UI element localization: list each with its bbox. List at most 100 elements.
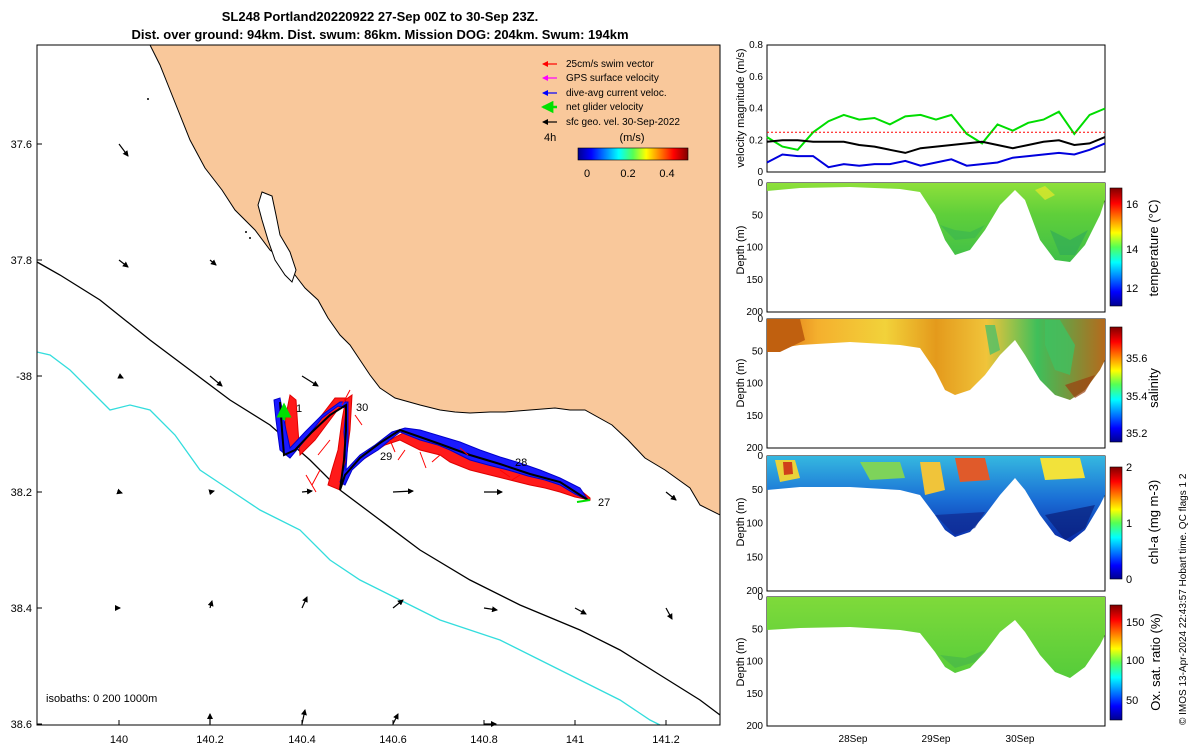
temp-cbar-tick: 16	[1126, 199, 1138, 211]
ox-cbar-tick: 50	[1126, 695, 1138, 707]
legend-dive-avg: dive-avg current veloc.	[566, 88, 667, 99]
velocity-series	[766, 107, 1106, 169]
oxygen-panel: Depth (m) 50 100 150 Ox. sat. ratio (%)	[735, 596, 1163, 727]
velocity-series-line	[766, 136, 1106, 154]
time-axis: 28Sep 29Sep 30Sep	[839, 734, 1035, 745]
colorbar-tick-0: 0	[584, 168, 590, 180]
chla-section	[767, 456, 1105, 542]
depth-tick: 150	[746, 411, 763, 422]
map-land	[149, 44, 721, 516]
velocity-ylabel: velocity magnitude (m/s)	[735, 48, 747, 167]
map-ytick: 37.6	[11, 139, 32, 151]
depth-tick: 150	[746, 552, 763, 563]
map-panel: 1 30 29 28 27 25cm/s swim vector GPS sur…	[11, 44, 721, 746]
sal-cbar-tick: 35.6	[1126, 353, 1147, 365]
depth-tick: 100	[746, 379, 763, 390]
colorbar-units: (m/s)	[619, 132, 644, 144]
velocity-series-line	[766, 142, 1106, 169]
title-line-1: SL248 Portland20220922 27-Sep 00Z to 30-…	[222, 9, 538, 24]
depth-tick: 0	[757, 314, 763, 325]
chla-ylabel: Depth (m)	[735, 498, 747, 547]
map-ytick: -38	[16, 371, 32, 383]
time-tick-29sep: 29Sep	[922, 734, 951, 745]
track-label-30: 30	[356, 402, 368, 414]
depth-tick: 150	[746, 689, 763, 700]
temp-cbar-tick: 14	[1126, 244, 1138, 256]
map-axes	[37, 143, 667, 725]
velocity-ytick: 0.6	[749, 72, 763, 83]
velocity-yticks: 0 0.2 0.4 0.6 0.8	[749, 40, 763, 178]
depth-tick: 50	[752, 485, 764, 496]
depth-tick: 200	[746, 721, 763, 732]
isobaths-label: isobaths: 0 200 1000m	[46, 693, 157, 705]
temperature-cbar-label: temperature (°C)	[1146, 200, 1161, 297]
salinity-colorbar	[1109, 326, 1123, 443]
salinity-cbar-label: salinity	[1146, 368, 1161, 408]
time-tick-28sep: 28Sep	[839, 734, 868, 745]
ox-cbar-tick: 100	[1126, 655, 1144, 667]
legend-net-velocity: net glider velocity	[566, 102, 643, 113]
salinity-panel: Depth (m) 35.2 35.4 35.6 salinity	[735, 318, 1161, 449]
map-xtick: 141.2	[652, 734, 680, 746]
sal-cbar-tick: 35.4	[1126, 391, 1147, 403]
track-label-27: 27	[598, 497, 610, 509]
depth-tick: 200	[746, 443, 763, 454]
ox-cbar-tick: 150	[1126, 617, 1144, 629]
chla-cbar-tick: 1	[1126, 518, 1132, 530]
depth-tick: 50	[752, 346, 764, 357]
map-frame	[36, 44, 721, 726]
legend-gps-velocity: GPS surface velocity	[566, 73, 659, 84]
temperature-panel: Depth (m) 12 14 16 temperature (°C)	[735, 182, 1161, 313]
velocity-ytick: 0	[757, 167, 763, 178]
map-ytick: 38.2	[11, 487, 32, 499]
depth-tick: 50	[752, 624, 764, 635]
salinity-section	[767, 319, 1105, 400]
title-line-2: Dist. over ground: 94km. Dist. swum: 86k…	[131, 27, 628, 42]
map-xtick: 141	[566, 734, 584, 746]
oxygen-ylabel: Depth (m)	[735, 638, 747, 687]
velocity-ytick: 0.4	[749, 104, 763, 115]
depth-tick: 200	[746, 586, 763, 597]
map-xtick: 140.6	[379, 734, 407, 746]
depth-tick: 0	[757, 592, 763, 603]
speed-colorbar	[577, 147, 689, 161]
track-label-1: 1	[296, 403, 302, 415]
depth-tick: 150	[746, 275, 763, 286]
depth-tick: 100	[746, 243, 763, 254]
lake	[257, 191, 297, 283]
chla-panel: Depth (m) 0 1 2 chl-a (mg m-3)	[735, 455, 1161, 592]
map-xtick: 140	[110, 734, 128, 746]
oxygen-cbar-label: Ox. sat. ratio (%)	[1148, 613, 1163, 711]
map-xtick: 140.4	[288, 734, 316, 746]
time-tick-30sep: 30Sep	[1006, 734, 1035, 745]
legend-swim-vector: 25cm/s swim vector	[566, 59, 654, 70]
isobath-200	[36, 261, 721, 716]
sal-cbar-tick: 35.2	[1126, 428, 1147, 440]
glider-track-line	[279, 401, 589, 501]
legend-time-label: 4h	[544, 132, 556, 144]
salinity-ylabel: Depth (m)	[735, 359, 747, 408]
depth-tick: 0	[757, 178, 763, 189]
chla-colorbar	[1109, 466, 1123, 580]
temperature-ylabel: Depth (m)	[735, 226, 747, 275]
imos-note: © IMOS 13-Apr-2024 22:43:57 Hobart time.…	[1178, 473, 1189, 725]
velocity-series-line	[766, 107, 1106, 151]
oxygen-colorbar	[1109, 604, 1123, 721]
glider-track: 1 30 29 28 27	[273, 389, 610, 509]
depth-ticks: 0501001502000501001502000501001502000501…	[746, 178, 763, 732]
map-legend: 25cm/s swim vector GPS surface velocity …	[540, 59, 689, 180]
velocity-panel: 0 0.2 0.4 0.6 0.8 velocity magnitude (m/s)	[735, 40, 1106, 178]
depth-tick: 100	[746, 657, 763, 668]
temperature-colorbar	[1109, 187, 1123, 307]
depth-tick: 200	[746, 307, 763, 318]
oxygen-section	[767, 597, 1105, 678]
colorbar-tick-02: 0.2	[620, 168, 635, 180]
velocity-frame	[766, 44, 1106, 173]
chla-cbar-label: chl-a (mg m-3)	[1146, 480, 1161, 565]
depth-tick: 0	[757, 451, 763, 462]
depth-tick: 50	[752, 210, 764, 221]
chla-cbar-tick: 0	[1126, 574, 1132, 586]
velocity-ytick: 0.2	[749, 135, 763, 146]
swim-vectors	[305, 389, 521, 493]
